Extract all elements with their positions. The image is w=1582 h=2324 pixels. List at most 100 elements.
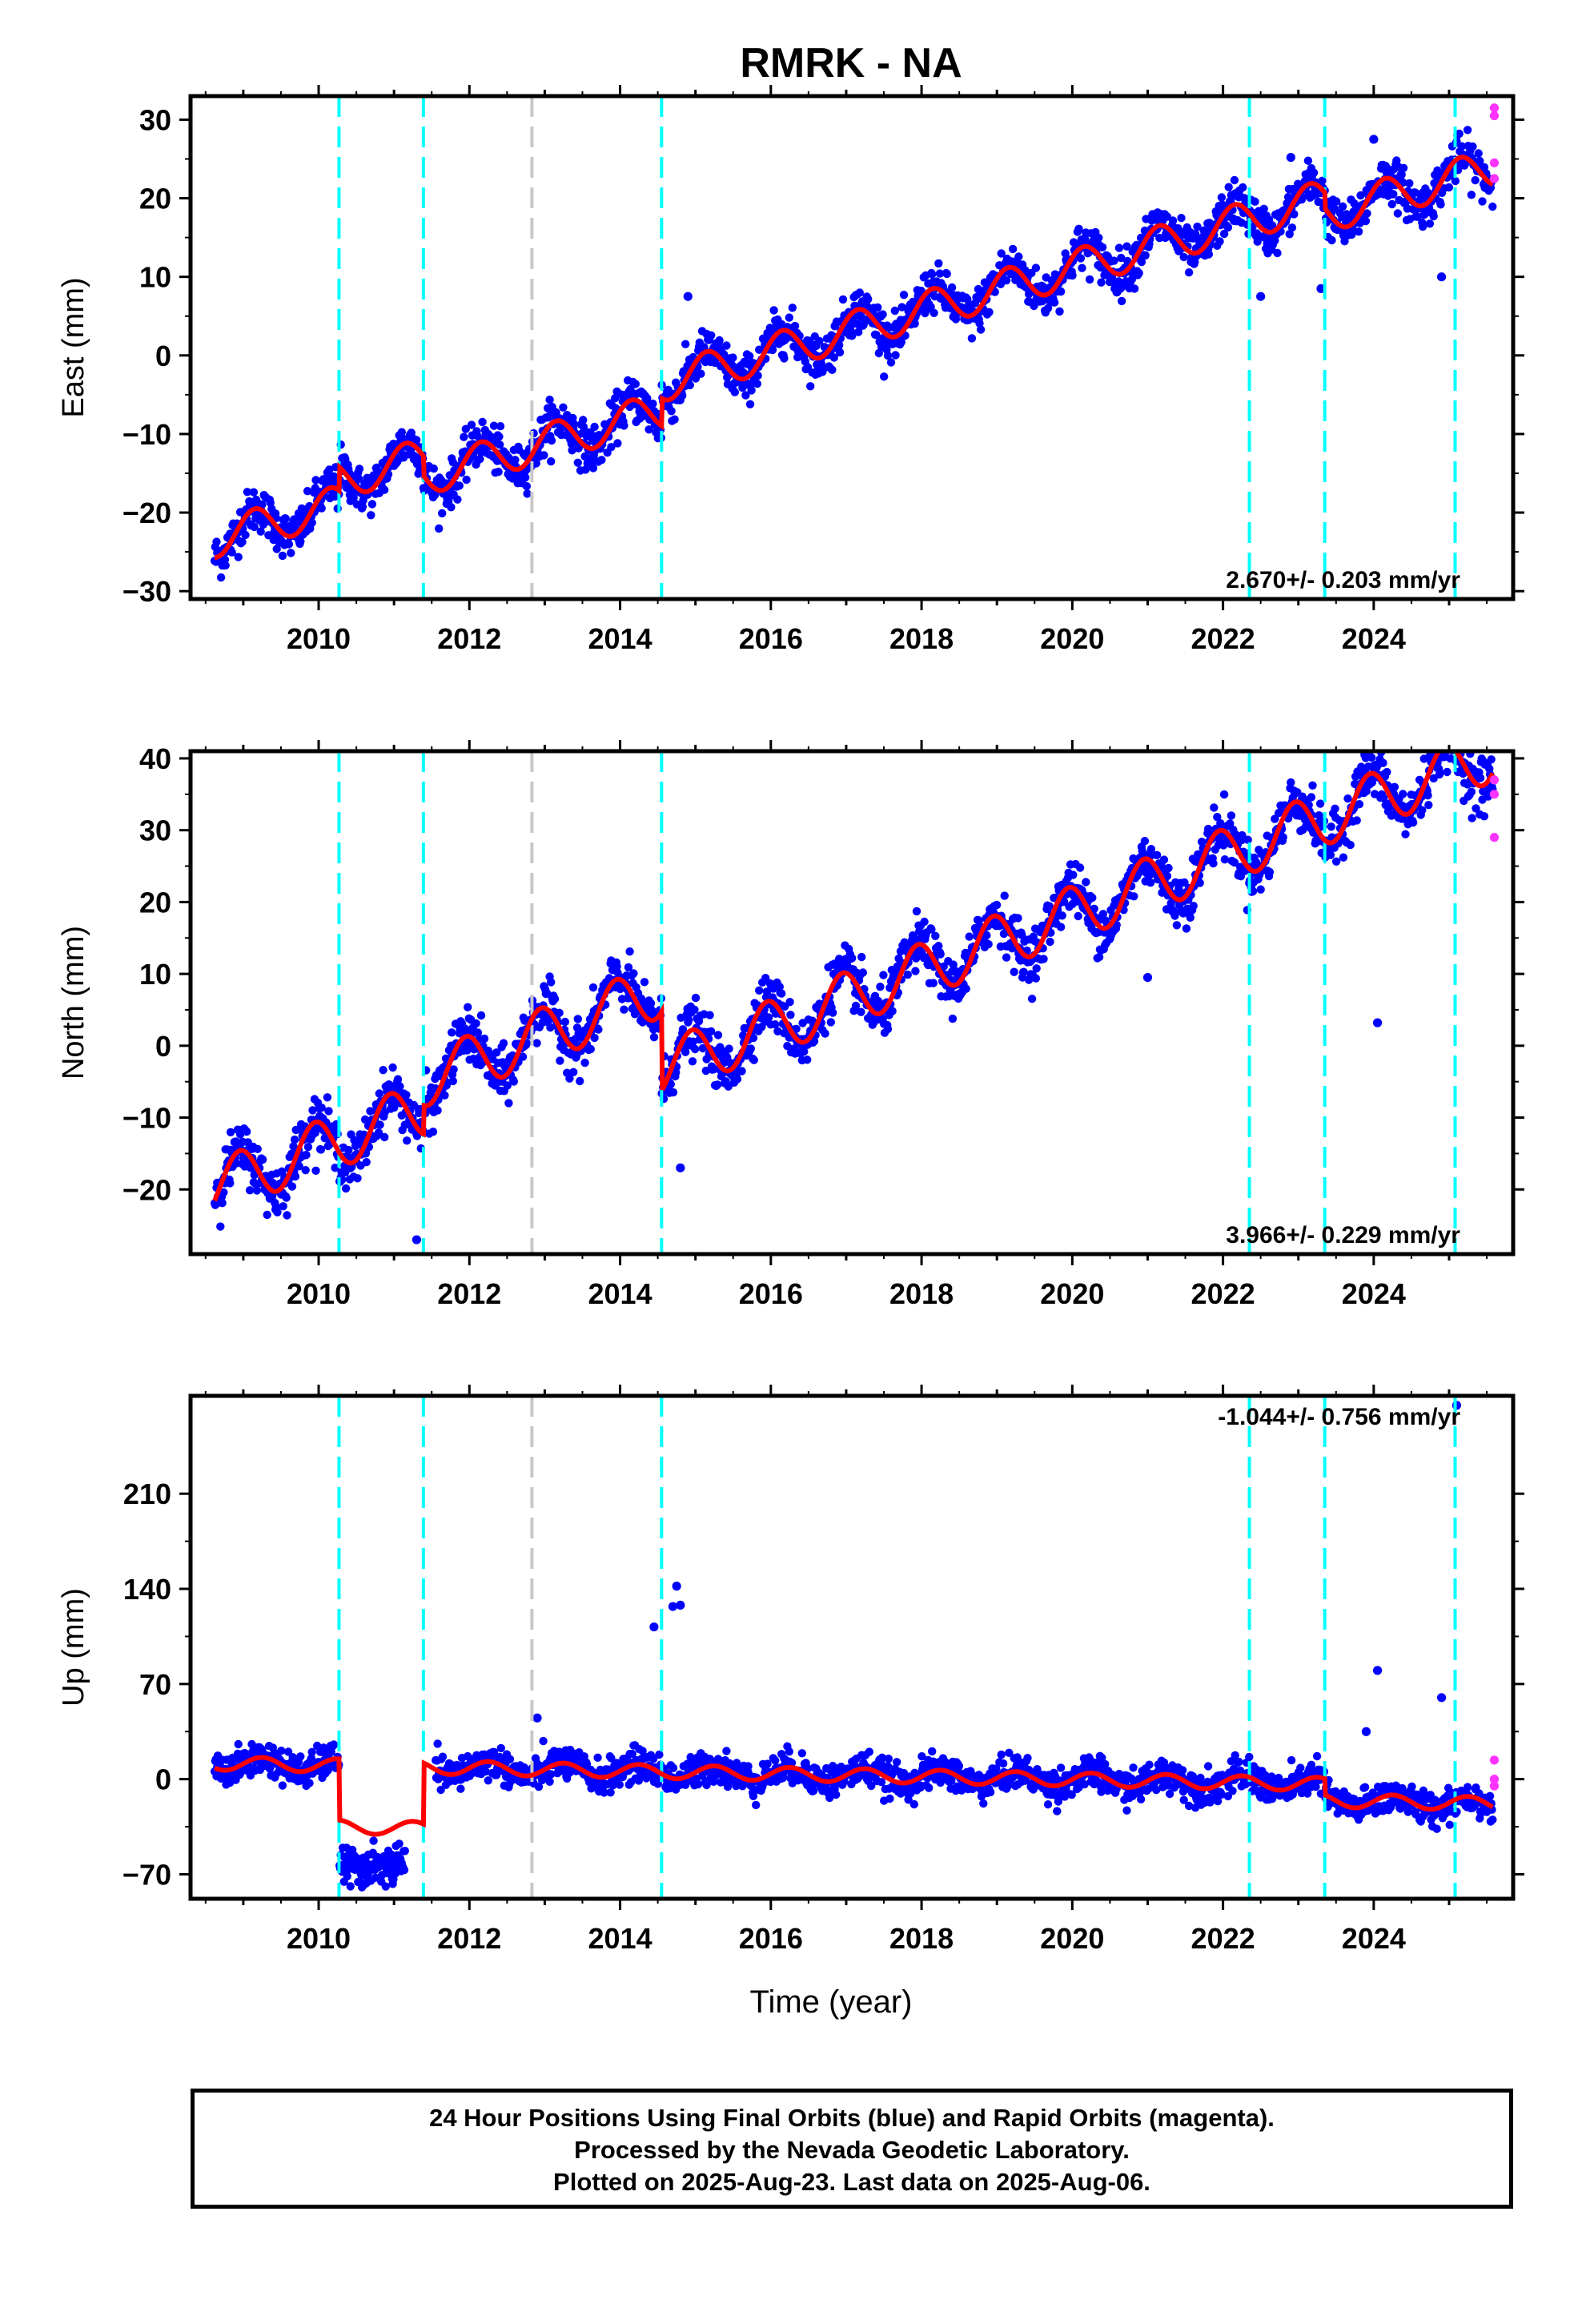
data-point	[590, 1033, 599, 1043]
data-point	[928, 270, 937, 279]
data-point	[433, 1106, 442, 1115]
data-point	[503, 1081, 512, 1090]
data-point	[1220, 855, 1230, 864]
data-point	[1217, 193, 1227, 202]
x-tick-label: 2010	[287, 1277, 351, 1310]
data-point	[455, 481, 464, 490]
data-point	[1355, 800, 1364, 809]
data-point	[667, 407, 676, 416]
data-point	[788, 304, 797, 312]
data-point	[249, 488, 259, 497]
data-point	[1068, 271, 1077, 280]
data-point	[1408, 818, 1418, 827]
data-point	[649, 1033, 659, 1042]
y-tick-label: 30	[139, 103, 171, 136]
data-point	[234, 1739, 243, 1749]
data-point	[857, 952, 866, 962]
data-point	[381, 1882, 390, 1891]
y-tick-label: 20	[139, 183, 171, 215]
data-point	[1146, 879, 1155, 887]
data-point	[1287, 778, 1295, 787]
data-point	[1450, 741, 1458, 749]
data-point	[305, 1779, 314, 1787]
data-point	[448, 1028, 456, 1037]
data-point	[888, 1007, 897, 1015]
data-point	[1114, 243, 1124, 252]
data-point	[809, 1786, 818, 1795]
data-point	[1152, 850, 1162, 860]
data-point	[354, 474, 363, 483]
data-point	[278, 551, 287, 561]
data-point	[532, 459, 540, 468]
data-point	[1182, 924, 1191, 933]
data-point	[588, 464, 598, 472]
data-point	[876, 983, 885, 991]
data-point	[858, 968, 868, 977]
data-point	[481, 1767, 490, 1776]
data-point	[283, 1211, 291, 1220]
data-point	[226, 1179, 235, 1188]
data-point	[1031, 974, 1041, 983]
data-point	[600, 1788, 608, 1797]
data-point	[250, 522, 259, 532]
data-point	[539, 1736, 548, 1746]
east-model-fit-line	[215, 155, 1494, 560]
x-tick-label: 2016	[739, 622, 803, 655]
data-point	[1354, 227, 1363, 236]
data-point	[620, 1005, 628, 1014]
data-point	[303, 487, 312, 496]
data-point	[848, 954, 857, 963]
data-point	[691, 993, 701, 1003]
data-point	[715, 336, 724, 345]
data-point	[329, 1740, 339, 1749]
data-point	[1056, 287, 1066, 296]
data-point	[472, 1019, 480, 1028]
data-point	[374, 1128, 383, 1137]
data-point	[367, 511, 375, 520]
data-point	[729, 353, 737, 362]
data-point	[773, 1027, 782, 1036]
data-point	[1444, 718, 1452, 726]
data-point	[1413, 212, 1422, 221]
east-rate-label: 2.670+/- 0.203 mm/yr	[1226, 567, 1460, 593]
data-point	[1307, 793, 1316, 802]
data-point	[1393, 209, 1403, 218]
data-point	[608, 1781, 617, 1790]
data-point	[534, 1783, 544, 1791]
data-point	[741, 391, 750, 400]
data-point	[277, 1747, 286, 1755]
data-point	[1195, 879, 1204, 887]
data-point	[484, 1776, 492, 1785]
data-point	[1098, 910, 1108, 919]
data-point	[786, 1011, 795, 1019]
data-point	[1259, 204, 1268, 213]
data-point	[1215, 237, 1224, 246]
data-point	[992, 900, 1002, 910]
y-tick-label: 10	[139, 261, 171, 294]
data-point	[1449, 723, 1457, 731]
data-point	[395, 1839, 404, 1848]
data-point	[874, 348, 884, 358]
data-point	[1399, 163, 1408, 172]
data-point	[581, 465, 590, 474]
data-point	[1447, 717, 1455, 725]
data-point	[1059, 897, 1069, 907]
data-point	[593, 1753, 602, 1762]
data-point	[1137, 257, 1146, 267]
data-point	[984, 939, 993, 949]
data-point	[489, 421, 499, 430]
x-tick-label: 2020	[1040, 1277, 1104, 1310]
data-point	[624, 963, 633, 972]
rapid-orbit-point	[1489, 158, 1500, 168]
data-point	[242, 1127, 251, 1136]
data-point	[301, 1166, 310, 1175]
data-point	[897, 303, 906, 312]
data-point	[1030, 301, 1038, 311]
data-point	[838, 295, 848, 304]
data-point	[1379, 758, 1387, 767]
data-point	[258, 1155, 267, 1164]
data-point	[440, 1091, 449, 1100]
data-point	[1014, 252, 1023, 261]
data-point	[967, 334, 977, 343]
data-point	[780, 354, 789, 363]
